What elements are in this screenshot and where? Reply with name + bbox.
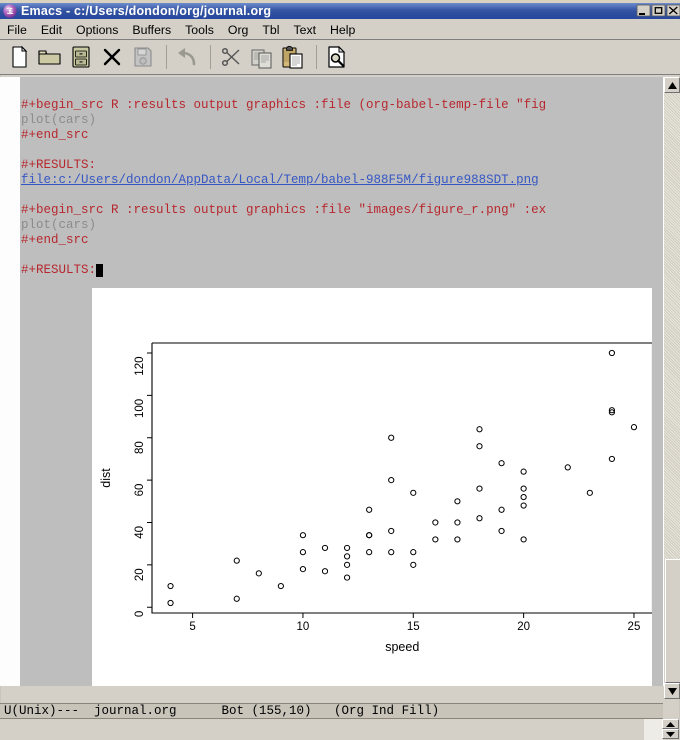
svg-text:10: 10 bbox=[296, 621, 309, 633]
svg-text:15: 15 bbox=[406, 621, 419, 633]
svg-text:80: 80 bbox=[134, 441, 146, 454]
svg-text:100: 100 bbox=[134, 399, 146, 418]
svg-text:dist: dist bbox=[99, 468, 113, 488]
svg-text:5: 5 bbox=[189, 621, 195, 633]
svg-text:20: 20 bbox=[517, 621, 530, 633]
svg-text:60: 60 bbox=[134, 484, 146, 497]
svg-text:120: 120 bbox=[134, 357, 146, 376]
svg-text:40: 40 bbox=[134, 526, 146, 539]
svg-text:25: 25 bbox=[627, 621, 640, 633]
svg-text:speed: speed bbox=[385, 640, 419, 654]
svg-text:20: 20 bbox=[134, 568, 146, 581]
svg-text:0: 0 bbox=[134, 611, 146, 617]
